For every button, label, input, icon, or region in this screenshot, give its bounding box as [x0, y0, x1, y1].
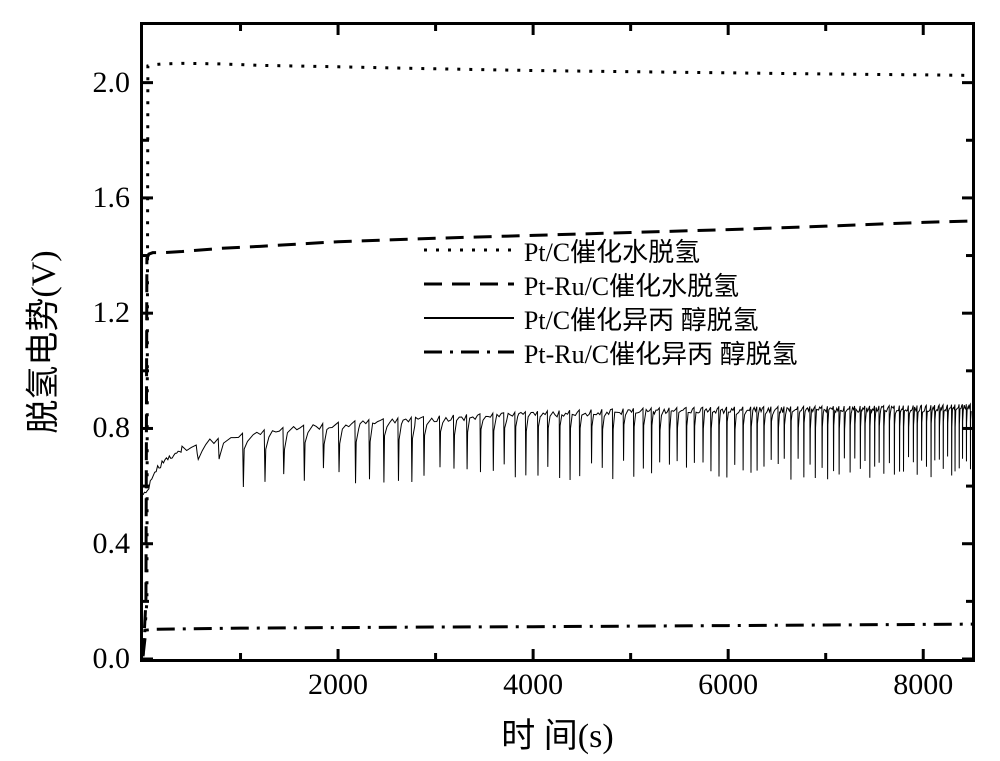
legend-line-sample — [424, 236, 514, 264]
legend: Pt/C催化水脱氢Pt-Ru/C催化水脱氢Pt/C催化异丙 醇脱氢Pt-Ru/C… — [424, 233, 798, 369]
legend-label: Pt-Ru/C催化水脱氢 — [524, 266, 739, 303]
legend-label: Pt/C催化水脱氢 — [524, 232, 700, 269]
y-axis-label: 脱氢电势(V) — [16, 250, 65, 433]
y-tick-label: 0.0 — [93, 642, 131, 676]
legend-line-sample — [424, 304, 514, 332]
legend-item: Pt/C催化异丙 醇脱氢 — [424, 301, 798, 335]
x-tick-label: 2000 — [308, 668, 368, 702]
x-axis-label: 时 间(s) — [501, 708, 613, 757]
legend-label: Pt/C催化异丙 醇脱氢 — [524, 300, 759, 337]
y-tick-label: 0.4 — [93, 527, 131, 561]
legend-line-sample — [424, 338, 514, 366]
x-tick-label: 8000 — [893, 668, 953, 702]
x-tick-label: 4000 — [503, 668, 563, 702]
x-tick-label: 6000 — [698, 668, 758, 702]
legend-item: Pt/C催化水脱氢 — [424, 233, 798, 267]
y-tick-label: 0.8 — [93, 411, 131, 445]
y-tick-label: 2.0 — [93, 66, 131, 100]
legend-item: Pt-Ru/C催化异丙 醇脱氢 — [424, 335, 798, 369]
legend-item: Pt-Ru/C催化水脱氢 — [424, 267, 798, 301]
y-tick-label: 1.2 — [93, 296, 131, 330]
y-tick-label: 1.6 — [93, 181, 131, 215]
figure: 0.0 0.4 0.8 1.2 1.6 2.0 2000 4000 6000 8000 脱氢电势… — [0, 0, 1000, 761]
legend-label: Pt-Ru/C催化异丙 醇脱氢 — [524, 334, 798, 371]
legend-line-sample — [424, 270, 514, 298]
